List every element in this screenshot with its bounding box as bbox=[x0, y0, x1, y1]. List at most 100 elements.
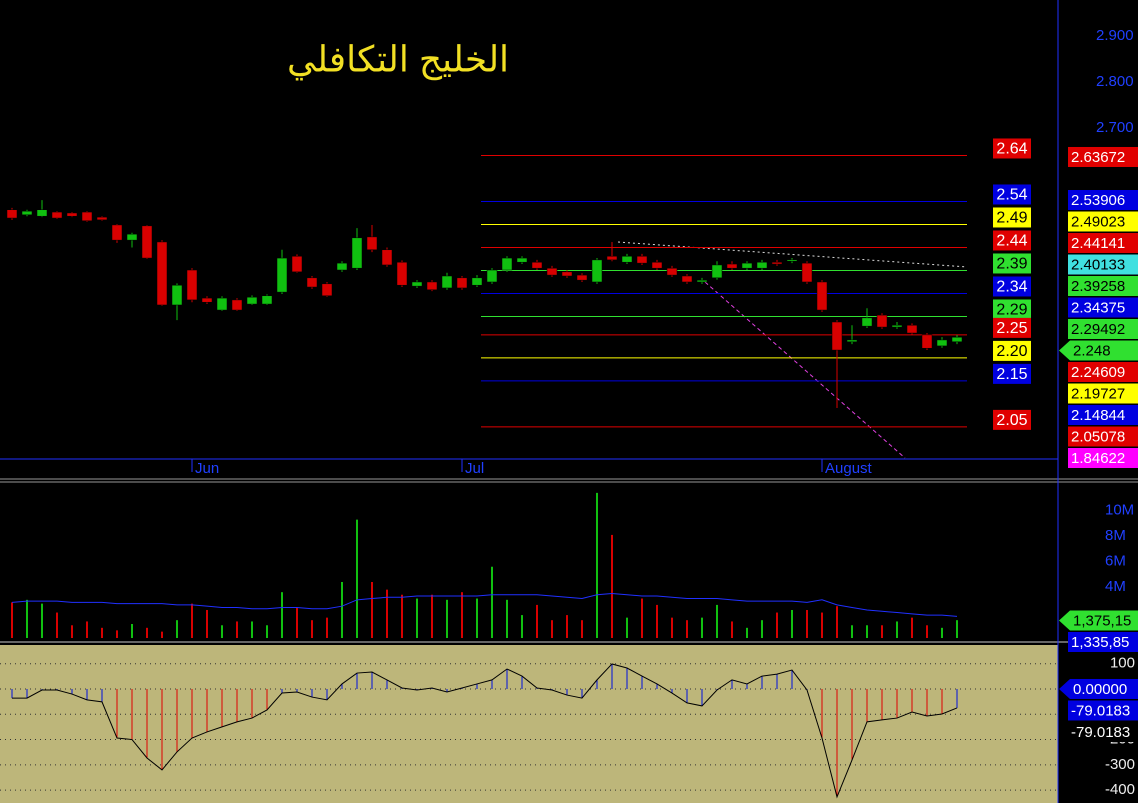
candle-body bbox=[441, 275, 453, 289]
tag-arrow bbox=[1059, 678, 1070, 699]
price-tag bbox=[1068, 146, 1138, 167]
candle-body bbox=[36, 209, 48, 217]
y-tick-label: -400 bbox=[1105, 781, 1135, 798]
candle-body bbox=[186, 269, 198, 301]
candle-body bbox=[726, 263, 738, 269]
level-label: 2.15 bbox=[996, 366, 1027, 383]
candle-body bbox=[471, 277, 483, 286]
price-tag-label: 2.34375 bbox=[1071, 299, 1125, 316]
price-tag bbox=[1068, 319, 1138, 339]
price-tag-label: -79.0183 bbox=[1071, 724, 1130, 741]
price-tag bbox=[1070, 340, 1138, 361]
price-tag bbox=[1068, 211, 1138, 232]
candle-body bbox=[621, 255, 633, 263]
candle-body bbox=[786, 259, 798, 262]
candle-body bbox=[291, 255, 303, 273]
candle-body bbox=[201, 297, 213, 303]
level-label: 2.64 bbox=[996, 141, 1027, 158]
candle-body bbox=[906, 324, 918, 334]
price-tag-label: 2.40133 bbox=[1071, 256, 1125, 273]
candle-body bbox=[111, 224, 123, 241]
price-tag bbox=[1068, 721, 1138, 742]
candle-body bbox=[21, 210, 33, 216]
price-tag-label: 2.49023 bbox=[1071, 213, 1125, 230]
candle-body bbox=[171, 284, 183, 306]
candle-body bbox=[666, 267, 678, 276]
y-tick-label: 8M bbox=[1105, 527, 1126, 544]
level-label: 2.39 bbox=[996, 256, 1027, 273]
price-tag bbox=[1068, 190, 1138, 210]
level-label: 2.25 bbox=[996, 320, 1027, 337]
candle-body bbox=[216, 297, 228, 311]
price-tag-label: 2.24609 bbox=[1071, 364, 1125, 381]
candle-body bbox=[411, 281, 423, 287]
candle-body bbox=[6, 209, 18, 219]
level-label-box bbox=[993, 138, 1031, 159]
level-label-box bbox=[993, 299, 1031, 320]
price-tag-label: 2.53906 bbox=[1071, 192, 1125, 209]
candle-body bbox=[381, 249, 393, 266]
trend-line bbox=[617, 241, 968, 268]
candle-body bbox=[81, 211, 93, 222]
price-tag bbox=[1068, 700, 1138, 721]
tag-arrow bbox=[1059, 340, 1070, 361]
price-tag-label: 1,335,85 bbox=[1071, 634, 1129, 651]
level-label-box bbox=[993, 340, 1031, 361]
candle-body bbox=[66, 212, 78, 217]
y-tick-label: 10M bbox=[1105, 502, 1134, 519]
candle-body bbox=[396, 261, 408, 286]
price-tag bbox=[1068, 405, 1138, 425]
price-tag bbox=[1068, 276, 1138, 296]
price-tag-label: 2.63672 bbox=[1071, 149, 1125, 166]
oscillator-background bbox=[0, 645, 1058, 803]
candle-body bbox=[246, 296, 258, 305]
y-tick-label: 100 bbox=[1110, 655, 1135, 672]
candle-body bbox=[126, 233, 138, 241]
price-tag bbox=[1068, 233, 1138, 253]
candle-body bbox=[756, 261, 768, 269]
candle-body bbox=[831, 321, 843, 351]
level-label: 2.29 bbox=[996, 302, 1027, 319]
candle-body bbox=[96, 216, 108, 221]
level-label-box bbox=[993, 207, 1031, 228]
candle-body bbox=[816, 281, 828, 311]
level-label-box bbox=[993, 276, 1031, 297]
candle-body bbox=[141, 225, 153, 259]
candle-body bbox=[891, 324, 903, 328]
price-tag bbox=[1070, 678, 1138, 699]
candle-body bbox=[321, 283, 333, 297]
candle-body bbox=[741, 262, 753, 269]
level-label: 2.54 bbox=[996, 187, 1027, 204]
volume-average-line bbox=[11, 592, 958, 617]
candle-body bbox=[681, 275, 693, 283]
candle-body bbox=[921, 334, 933, 349]
candle-body bbox=[861, 317, 873, 327]
candle-body bbox=[261, 295, 273, 305]
level-label: 2.05 bbox=[996, 412, 1027, 429]
candle-body bbox=[696, 279, 708, 283]
level-label-box bbox=[993, 230, 1031, 251]
y-tick-label: 4M bbox=[1105, 578, 1126, 595]
candle-body bbox=[276, 257, 288, 293]
x-tick-label: Jul bbox=[465, 460, 484, 477]
price-tag bbox=[1070, 610, 1138, 631]
oscillator-line bbox=[12, 663, 958, 799]
candle-body bbox=[366, 236, 378, 251]
candle-body bbox=[651, 261, 663, 269]
level-label-box bbox=[993, 317, 1031, 338]
level-label-box bbox=[993, 363, 1031, 384]
candle-body bbox=[336, 262, 348, 271]
level-label: 2.34 bbox=[996, 279, 1027, 296]
candle-body bbox=[486, 269, 498, 283]
candle-body bbox=[576, 274, 588, 281]
price-tag-label: 2.39258 bbox=[1071, 278, 1125, 295]
price-tag-label: 1.84622 bbox=[1071, 450, 1125, 467]
price-tag bbox=[1068, 362, 1138, 382]
price-tag-label: 2.44141 bbox=[1071, 235, 1125, 252]
price-tag bbox=[1068, 297, 1138, 318]
candle-body bbox=[156, 241, 168, 306]
price-tag bbox=[1068, 448, 1138, 468]
price-tag bbox=[1068, 631, 1138, 652]
price-tag-label: -79.0183 bbox=[1071, 702, 1130, 719]
